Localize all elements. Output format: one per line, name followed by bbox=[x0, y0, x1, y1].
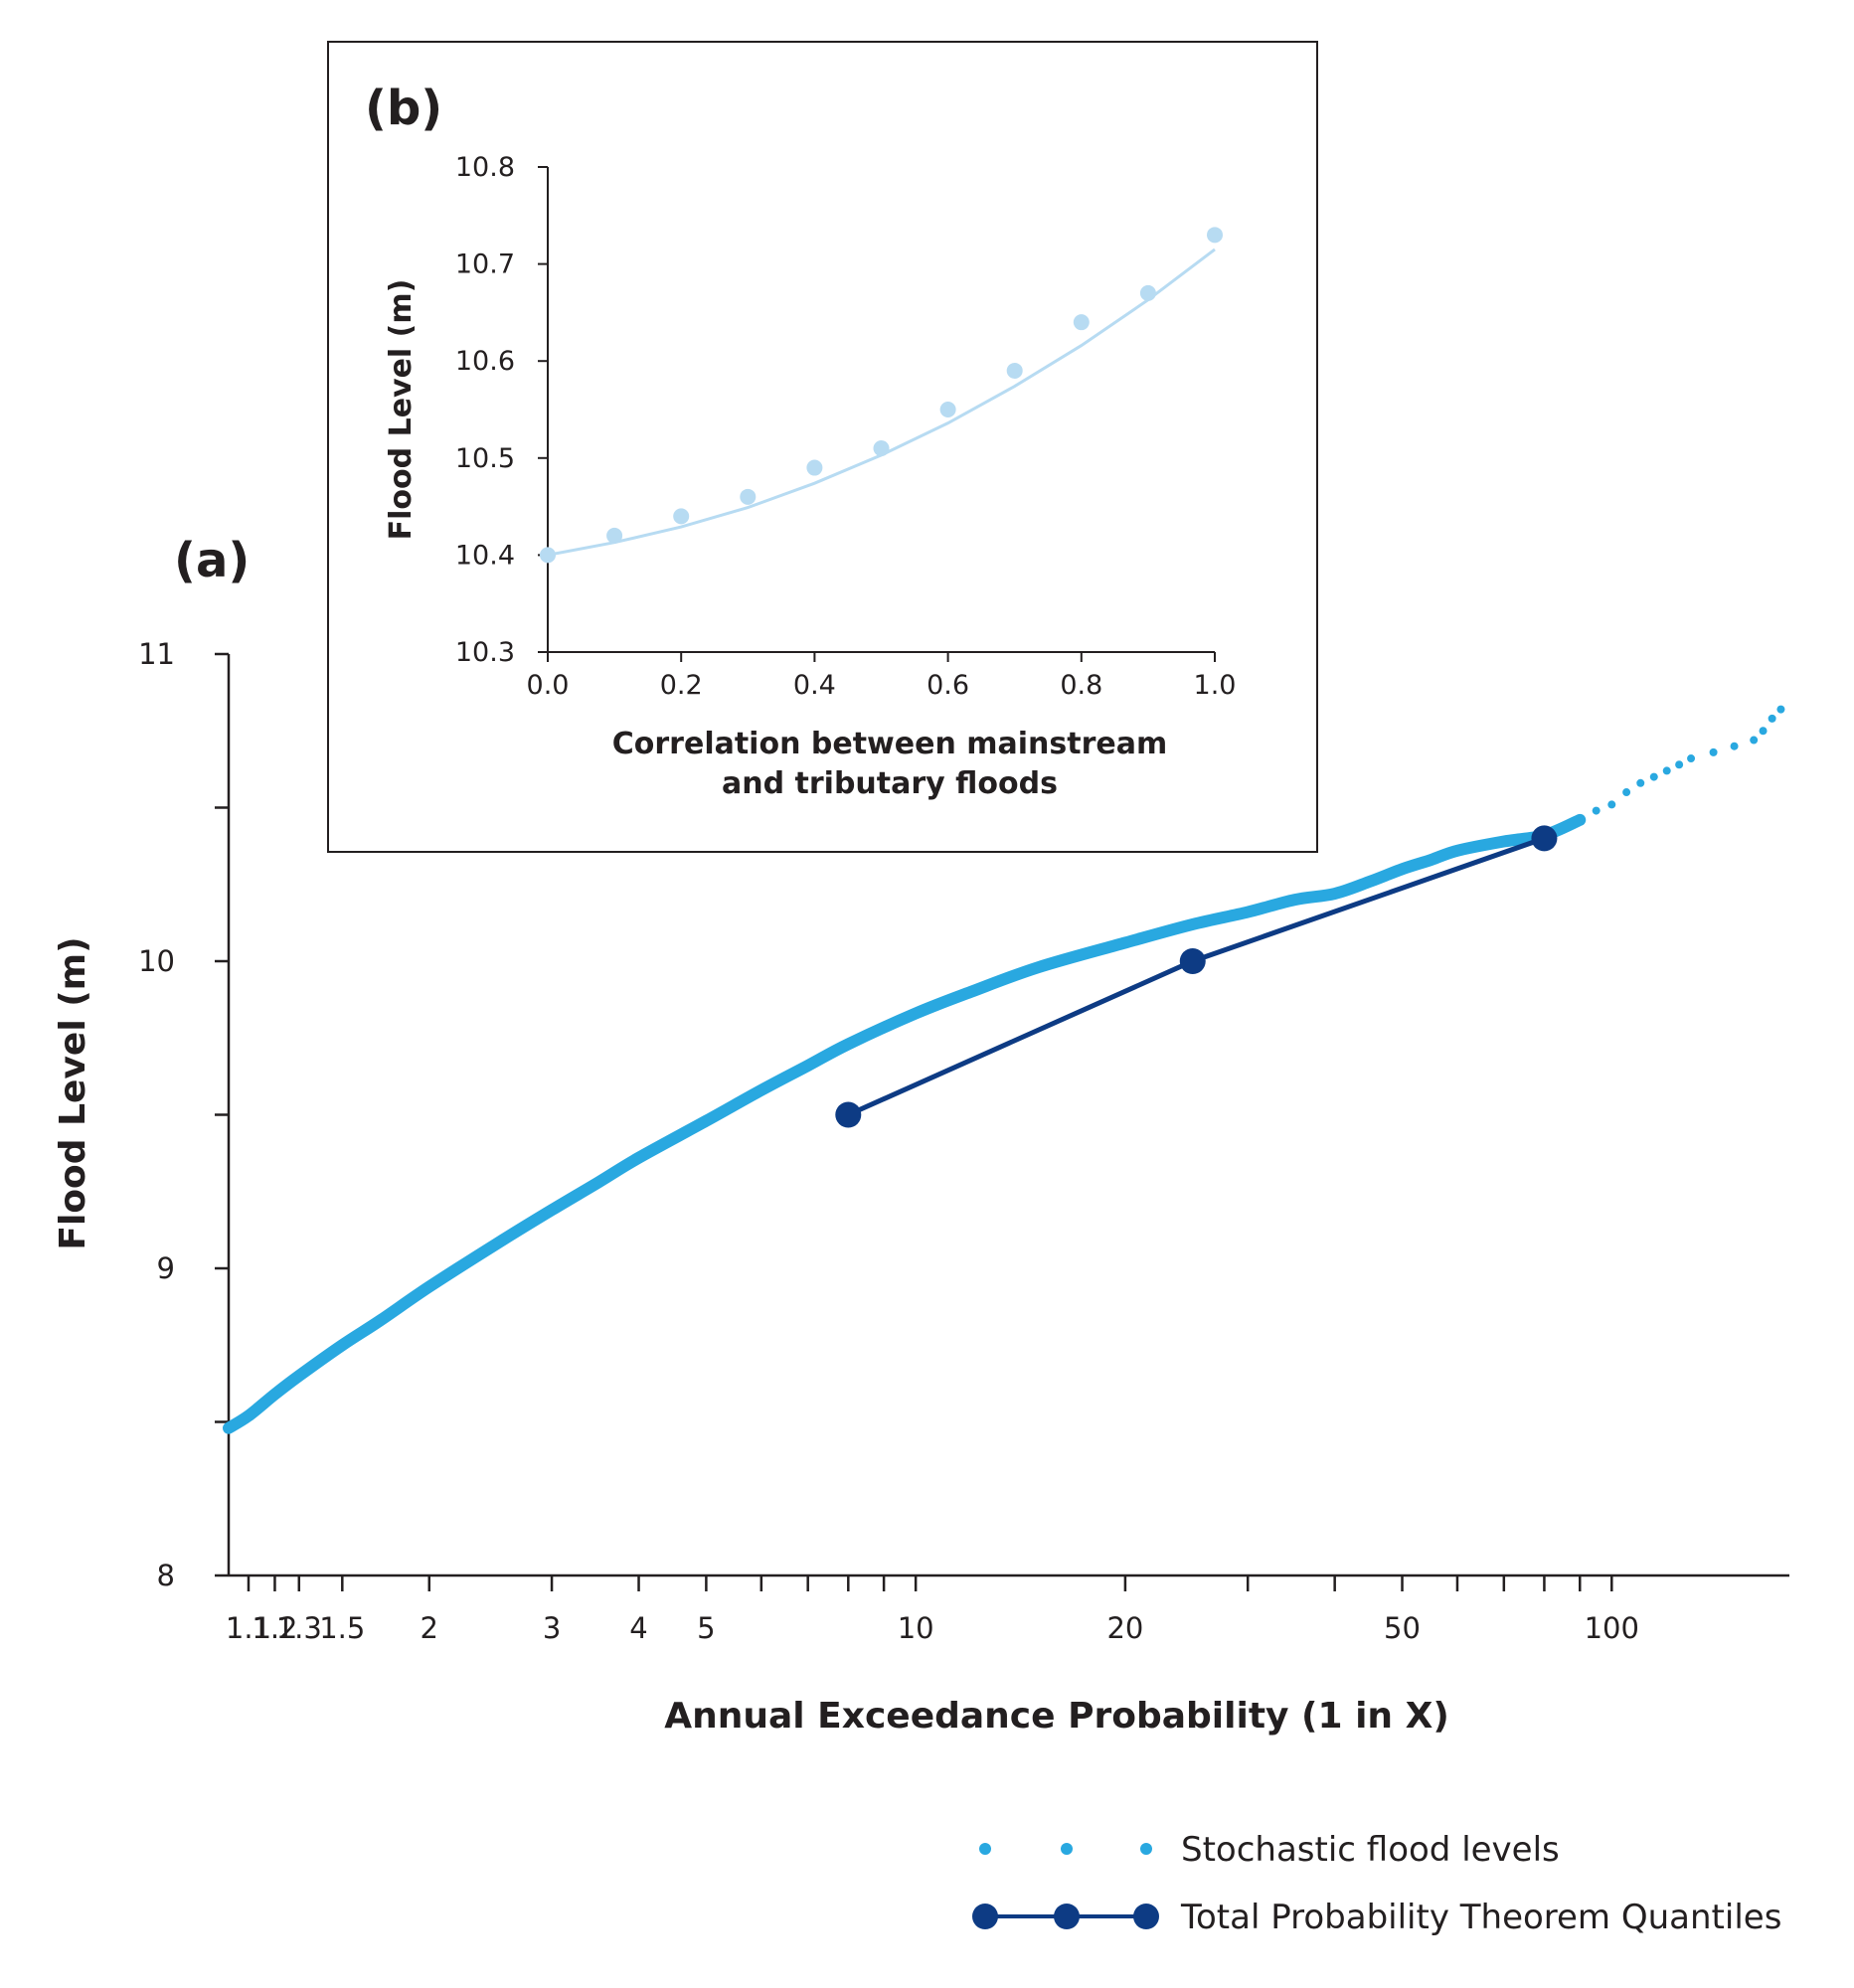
inset-data-point bbox=[1006, 362, 1023, 379]
legend-stochastic-dot bbox=[979, 1843, 991, 1855]
main-y-tick-label: 10 bbox=[138, 944, 175, 978]
stochastic-flood-level-point bbox=[1607, 800, 1616, 809]
inset-data-point bbox=[740, 488, 757, 505]
inset-data-point bbox=[606, 527, 623, 544]
total-probability-quantiles-line bbox=[847, 836, 1546, 1117]
main-x-tick-label: 2 bbox=[421, 1611, 438, 1645]
stochastic-flood-level-point bbox=[1730, 742, 1739, 750]
inset-data-point bbox=[540, 547, 556, 564]
stochastic-flood-level-point bbox=[1675, 760, 1684, 769]
inset-data-point bbox=[939, 402, 956, 417]
legend-quantiles-label: Total Probability Theorem Quantiles bbox=[1180, 1898, 1781, 1937]
inset-data-point bbox=[673, 508, 690, 525]
main-x-axis-title: Annual Exceedance Probability (1 in X) bbox=[664, 1696, 1449, 1737]
inset-data-point bbox=[873, 440, 890, 457]
inset-x-axis-title-line2: and tributary floods bbox=[722, 766, 1058, 801]
legend-item-quantiles: Total Probability Theorem Quantiles bbox=[972, 1898, 1781, 1937]
legend-item-stochastic: Stochastic flood levels bbox=[979, 1830, 1560, 1870]
stochastic-flood-level-point bbox=[1636, 778, 1645, 787]
main-x-tick-label: 50 bbox=[1384, 1611, 1421, 1645]
inset-y-tick-label: 10.4 bbox=[455, 540, 515, 571]
legend-quantiles-marker bbox=[1054, 1904, 1080, 1929]
inset-y-tick-label: 10.6 bbox=[455, 346, 515, 377]
main-x-tick-label: 1.3 bbox=[276, 1611, 322, 1645]
main-y-tick-label: 11 bbox=[138, 637, 175, 671]
inset-data-point bbox=[806, 459, 823, 476]
legend-quantiles-marker bbox=[972, 1904, 998, 1929]
stochastic-flood-level-point bbox=[1709, 747, 1718, 756]
stochastic-flood-level-point bbox=[1768, 714, 1776, 723]
stochastic-flood-level-point bbox=[1662, 766, 1671, 775]
stochastic-flood-level-point bbox=[1759, 727, 1768, 736]
main-x-tick-label: 1.5 bbox=[319, 1611, 365, 1645]
legend-stochastic-label: Stochastic flood levels bbox=[1181, 1830, 1560, 1870]
panel-a: (a) 8 9 10 11 1.11.21.31.5 2 3 4 5 10 20 50 100 Flo… bbox=[53, 533, 1789, 1737]
stochastic-flood-level-point bbox=[1592, 806, 1601, 815]
stochastic-flood-level-point bbox=[1776, 705, 1785, 714]
main-x-tick-label: 1.2 bbox=[252, 1611, 297, 1645]
inset-y-axis-title: Flood Level (m) bbox=[384, 279, 419, 541]
inset-data-point bbox=[1207, 227, 1223, 244]
inset-x-tick-label: 0.0 bbox=[527, 670, 570, 701]
panel-a-label: (a) bbox=[174, 533, 250, 588]
stochastic-flood-level-point bbox=[1649, 772, 1658, 781]
total-probability-quantile-marker bbox=[1531, 825, 1558, 852]
main-y-axis-title: Flood Level (m) bbox=[53, 936, 93, 1249]
main-y-tick-label: 9 bbox=[157, 1251, 175, 1285]
total-probability-quantile-marker bbox=[1179, 948, 1206, 974]
inset-x-tick-label: 0.2 bbox=[660, 670, 703, 701]
inset-x-axis-title-line1: Correlation between mainstream bbox=[612, 727, 1168, 761]
legend: Stochastic flood levels Total Probabilit… bbox=[972, 1830, 1781, 1937]
inset-x-tick-label: 0.8 bbox=[1060, 670, 1102, 701]
main-x-tick-label: 1.1 bbox=[226, 1611, 271, 1645]
stochastic-flood-levels-line bbox=[223, 813, 1587, 1434]
main-x-tick-label: 100 bbox=[1585, 1611, 1639, 1645]
main-y-tick-label: 8 bbox=[157, 1559, 175, 1592]
stochastic-flood-level-point bbox=[1687, 754, 1696, 763]
stochastic-flood-level-point bbox=[1622, 788, 1631, 797]
inset-y-tick-label: 10.7 bbox=[455, 249, 515, 280]
inset-data-point bbox=[1073, 314, 1090, 331]
stochastic-flood-level-point bbox=[1750, 736, 1759, 745]
main-x-tick-label: 4 bbox=[629, 1611, 647, 1645]
legend-stochastic-dot bbox=[1061, 1843, 1073, 1855]
inset-x-tick-label: 0.6 bbox=[927, 670, 969, 701]
main-x-tick-label: 5 bbox=[697, 1611, 715, 1645]
inset-x-tick-label: 0.4 bbox=[793, 670, 836, 701]
main-x-tick-label: 20 bbox=[1106, 1611, 1143, 1645]
panel-b-label: (b) bbox=[365, 81, 442, 136]
main-x-tick-label: 3 bbox=[543, 1611, 561, 1645]
inset-x-tick-label: 1.0 bbox=[1194, 670, 1237, 701]
inset-y-tick-label: 10.5 bbox=[455, 443, 515, 474]
legend-quantiles-marker bbox=[1133, 1904, 1159, 1929]
total-probability-quantile-marker bbox=[835, 1101, 862, 1128]
inset-y-tick-label: 10.3 bbox=[455, 637, 515, 668]
main-x-tick-label: 10 bbox=[898, 1611, 934, 1645]
inset-data-point bbox=[1139, 284, 1156, 301]
inset-y-tick-label: 10.8 bbox=[455, 152, 515, 183]
panel-b: (b) 10.3 10.4 10.5 10.6 10.7 10.8 0.0 0.2 0.4 0.… bbox=[327, 41, 1318, 853]
legend-stochastic-dot bbox=[1140, 1843, 1152, 1855]
inset-frame bbox=[327, 41, 1318, 853]
